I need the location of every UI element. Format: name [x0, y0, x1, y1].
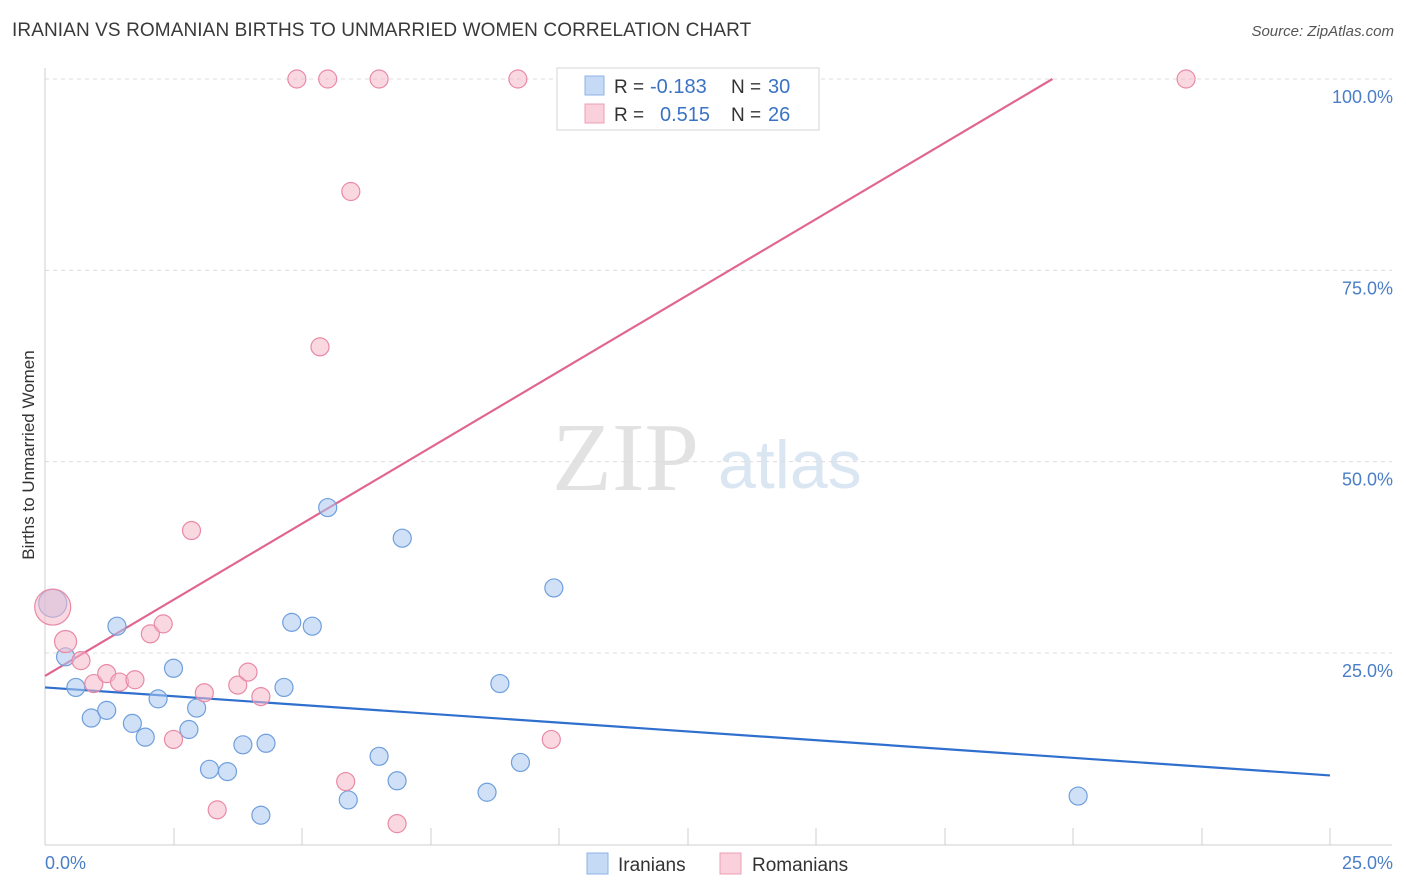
bottom-legend-romanians: Romanians — [752, 855, 848, 876]
point-romanians-21 — [369, 69, 389, 89]
y-axis-label: Births to Unmarried Women — [19, 350, 38, 559]
legend-n-value-1: 30 — [768, 76, 790, 98]
legend-r-value-1: -0.183 — [650, 76, 707, 98]
legend-n-value-2: 26 — [768, 104, 790, 126]
point-romanians-13 — [228, 675, 248, 695]
point-romanians-9 — [163, 729, 184, 750]
point-iranians-19 — [302, 616, 322, 636]
point-romanians-15 — [251, 686, 271, 707]
point-iranians-18 — [282, 612, 302, 632]
point-iranians-23 — [387, 771, 407, 791]
point-romanians-3 — [84, 673, 104, 694]
y-tick-label-0: 100.0% — [1332, 87, 1393, 107]
legend-r-value-2: 0.515 — [660, 104, 710, 126]
legend-swatch-romanians — [584, 103, 605, 124]
data-points — [34, 69, 1196, 834]
point-romanians-14 — [238, 662, 258, 682]
y-tick-labels: 100.0% 75.0% 50.0% 25.0% — [1332, 87, 1393, 681]
point-romanians-6 — [125, 670, 145, 690]
point-romanians-16 — [287, 69, 307, 89]
point-iranians-26 — [490, 673, 510, 694]
point-iranians-27 — [510, 752, 531, 773]
legend-r-label-1: R = — [614, 77, 644, 98]
bottom-legend-swatch-iranians — [586, 852, 609, 875]
legend-n-label-1: N = — [731, 77, 761, 98]
stats-legend: R = -0.183 N = 30 R = 0.515 N = 26 — [556, 67, 820, 131]
x-tick-labels: 0.0% 25.0% — [45, 853, 1393, 873]
legend-r-label-2: R = — [614, 105, 644, 126]
point-romanians-19 — [336, 771, 356, 792]
x-tick-label-1: 25.0% — [1342, 853, 1393, 873]
legend-n-label-2: N = — [731, 105, 761, 126]
point-romanians-22 — [387, 814, 407, 834]
point-romanians-20 — [341, 181, 361, 202]
point-iranians-20 — [318, 497, 338, 518]
point-iranians-9 — [163, 658, 184, 678]
point-romanians-18 — [318, 69, 338, 89]
point-romanians-10 — [181, 520, 202, 541]
trend-line-iranians — [44, 686, 1331, 777]
point-iranians-7 — [135, 727, 155, 747]
trend-line-romanians — [44, 78, 1054, 677]
point-iranians-24 — [392, 528, 412, 548]
point-iranians-29 — [1068, 786, 1088, 806]
series-legend: Iranians Romanians — [586, 852, 848, 876]
point-romanians-0 — [34, 588, 72, 626]
point-romanians-11 — [194, 683, 214, 703]
watermark-atlas: atlas — [718, 427, 862, 503]
axes — [44, 68, 1392, 846]
point-iranians-6 — [122, 713, 142, 733]
point-iranians-5 — [107, 616, 127, 636]
point-romanians-12 — [207, 800, 227, 820]
watermark-zip: ZIP — [552, 404, 699, 512]
point-romanians-7 — [140, 624, 160, 644]
point-iranians-12 — [199, 759, 220, 779]
point-romanians-25 — [1176, 69, 1196, 89]
point-iranians-17 — [274, 677, 294, 698]
point-iranians-2 — [66, 677, 86, 698]
point-iranians-15 — [251, 805, 271, 825]
y-tick-label-3: 25.0% — [1342, 661, 1393, 681]
legend-swatch-iranians — [584, 75, 605, 96]
bottom-legend-iranians: Iranians — [618, 855, 686, 876]
y-tick-label-2: 50.0% — [1342, 470, 1393, 490]
y-tick-label-1: 75.0% — [1342, 278, 1393, 298]
point-iranians-21 — [338, 790, 358, 810]
point-iranians-22 — [369, 746, 389, 766]
chart-title: IRANIAN VS ROMANIAN BIRTHS TO UNMARRIED … — [12, 20, 752, 41]
point-romanians-23 — [508, 69, 528, 89]
point-iranians-10 — [179, 719, 199, 740]
point-iranians-16 — [256, 733, 276, 753]
point-iranians-8 — [148, 689, 168, 709]
point-iranians-13 — [217, 761, 238, 782]
point-romanians-17 — [310, 337, 330, 357]
point-iranians-14 — [233, 735, 253, 755]
point-iranians-11 — [187, 698, 207, 718]
grid-lines — [45, 78, 1392, 654]
point-iranians-28 — [544, 578, 564, 598]
point-romanians-24 — [541, 729, 561, 750]
point-romanians-1 — [53, 629, 78, 654]
point-iranians-3 — [81, 708, 101, 728]
source-label: Source: ZipAtlas.com — [1251, 23, 1394, 40]
point-iranians-25 — [477, 782, 497, 802]
point-romanians-2 — [71, 651, 91, 671]
bottom-legend-swatch-romanians — [719, 852, 742, 875]
point-iranians-4 — [97, 700, 117, 720]
point-romanians-8 — [153, 614, 173, 634]
x-tick-label-0: 0.0% — [45, 853, 86, 873]
